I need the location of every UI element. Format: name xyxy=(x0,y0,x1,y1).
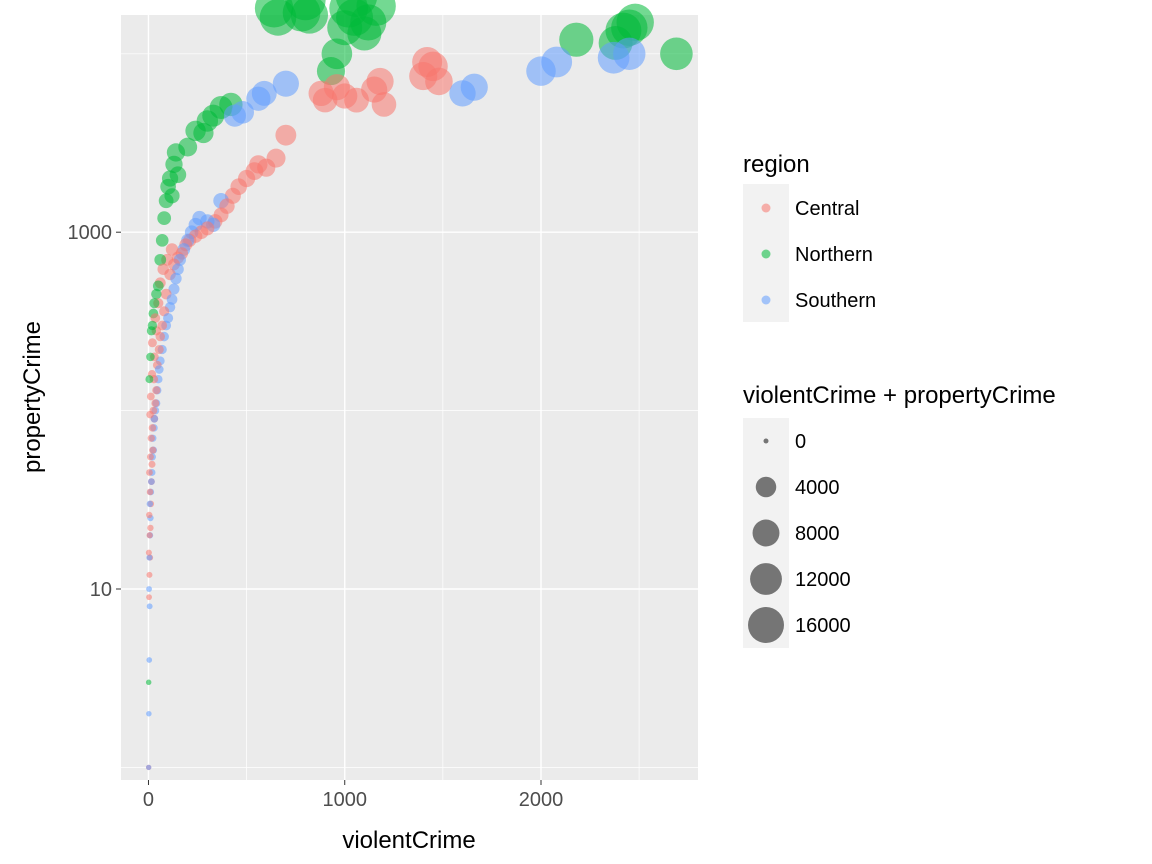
x-tick-label: 2000 xyxy=(519,789,564,811)
data-point-central xyxy=(146,571,153,578)
data-point-southern xyxy=(146,657,153,663)
data-point-central xyxy=(146,453,154,461)
data-point-southern xyxy=(148,478,155,486)
size-legend: violentCrime + propertyCrime 0 4000 8000 12… xyxy=(743,382,1056,648)
size-legend-key xyxy=(750,563,782,595)
data-point-southern xyxy=(526,56,556,86)
x-tick-label: 0 xyxy=(143,789,154,811)
legend-key-southern xyxy=(761,295,771,305)
data-point-southern xyxy=(597,41,630,74)
data-point-southern xyxy=(449,80,476,107)
data-point-central xyxy=(275,124,297,146)
size-legend-key xyxy=(755,476,777,498)
data-point-northern xyxy=(290,0,329,34)
data-point-northern xyxy=(158,193,174,209)
legend-key-northern xyxy=(761,249,771,259)
data-point-southern xyxy=(168,283,180,295)
data-point-central xyxy=(154,344,164,355)
data-point-southern xyxy=(154,365,164,374)
data-point-central xyxy=(146,469,153,476)
data-point-central xyxy=(425,67,453,96)
data-point-northern xyxy=(559,22,594,57)
data-point-northern xyxy=(152,280,164,292)
y-axis: 10 1000 xyxy=(68,222,121,601)
data-point-northern xyxy=(155,234,169,247)
color-legend-title: region xyxy=(743,151,810,178)
data-point-southern xyxy=(146,586,153,592)
grid-major xyxy=(121,15,698,780)
data-point-southern xyxy=(170,272,182,285)
data-point-northern xyxy=(193,122,214,144)
data-point-central xyxy=(146,392,155,401)
size-legend-key xyxy=(748,607,784,643)
data-point-northern xyxy=(149,298,160,309)
x-axis-title: violentCrime xyxy=(342,827,475,854)
data-point-central xyxy=(145,549,152,556)
data-point-central xyxy=(146,532,153,539)
data-point-southern xyxy=(246,86,271,111)
data-point-central xyxy=(151,399,160,408)
data-point-central xyxy=(344,87,369,113)
data-points xyxy=(145,0,693,771)
data-point-southern xyxy=(223,104,246,127)
data-point-southern xyxy=(146,710,152,717)
size-legend-label: 8000 xyxy=(795,523,840,545)
data-point-central xyxy=(148,460,156,468)
data-point-central xyxy=(147,524,154,532)
legend-key-central xyxy=(761,203,771,213)
data-point-northern xyxy=(151,288,162,300)
data-point-southern xyxy=(146,603,153,610)
data-point-central xyxy=(150,313,161,323)
data-point-northern xyxy=(347,16,382,51)
data-point-central xyxy=(146,410,154,419)
x-axis: 0 1000 2000 xyxy=(143,780,563,811)
legend-label-northern: Northern xyxy=(795,244,873,266)
data-point-northern xyxy=(145,375,154,384)
data-point-southern xyxy=(146,500,154,508)
size-legend-label: 4000 xyxy=(795,477,840,499)
data-point-central xyxy=(147,338,157,348)
data-point-central xyxy=(146,594,152,601)
data-point-southern xyxy=(145,764,152,771)
data-point-central xyxy=(149,446,157,454)
data-point-central xyxy=(148,424,157,432)
y-tick-label: 1000 xyxy=(68,222,113,244)
data-point-northern xyxy=(154,253,167,266)
x-tick-label: 1000 xyxy=(322,789,367,811)
y-tick-label: 10 xyxy=(90,579,112,601)
plot-panel xyxy=(121,15,698,780)
size-legend-key xyxy=(752,519,780,547)
size-legend-key xyxy=(763,438,769,444)
data-point-central xyxy=(152,386,161,395)
data-point-central xyxy=(146,488,154,496)
data-point-southern xyxy=(146,554,153,561)
data-point-central xyxy=(312,87,338,113)
data-point-northern xyxy=(660,37,693,71)
y-axis-title: propertyCrime xyxy=(19,321,46,473)
size-legend-label: 0 xyxy=(795,431,806,453)
data-point-southern xyxy=(272,70,299,97)
data-point-northern xyxy=(259,0,297,36)
color-legend: region Central Northern Southern xyxy=(743,151,876,322)
data-point-central xyxy=(147,434,155,442)
legend-label-central: Central xyxy=(795,198,859,220)
data-point-central xyxy=(146,511,153,519)
data-point-northern xyxy=(146,352,155,362)
data-point-northern xyxy=(145,679,152,686)
data-point-northern xyxy=(146,326,157,336)
size-legend-label: 16000 xyxy=(795,615,851,637)
size-legend-label: 12000 xyxy=(795,569,851,591)
data-point-central xyxy=(371,92,397,117)
data-point-northern xyxy=(157,211,172,225)
size-legend-title: violentCrime + propertyCrime xyxy=(743,382,1056,409)
legend-label-southern: Southern xyxy=(795,290,876,312)
